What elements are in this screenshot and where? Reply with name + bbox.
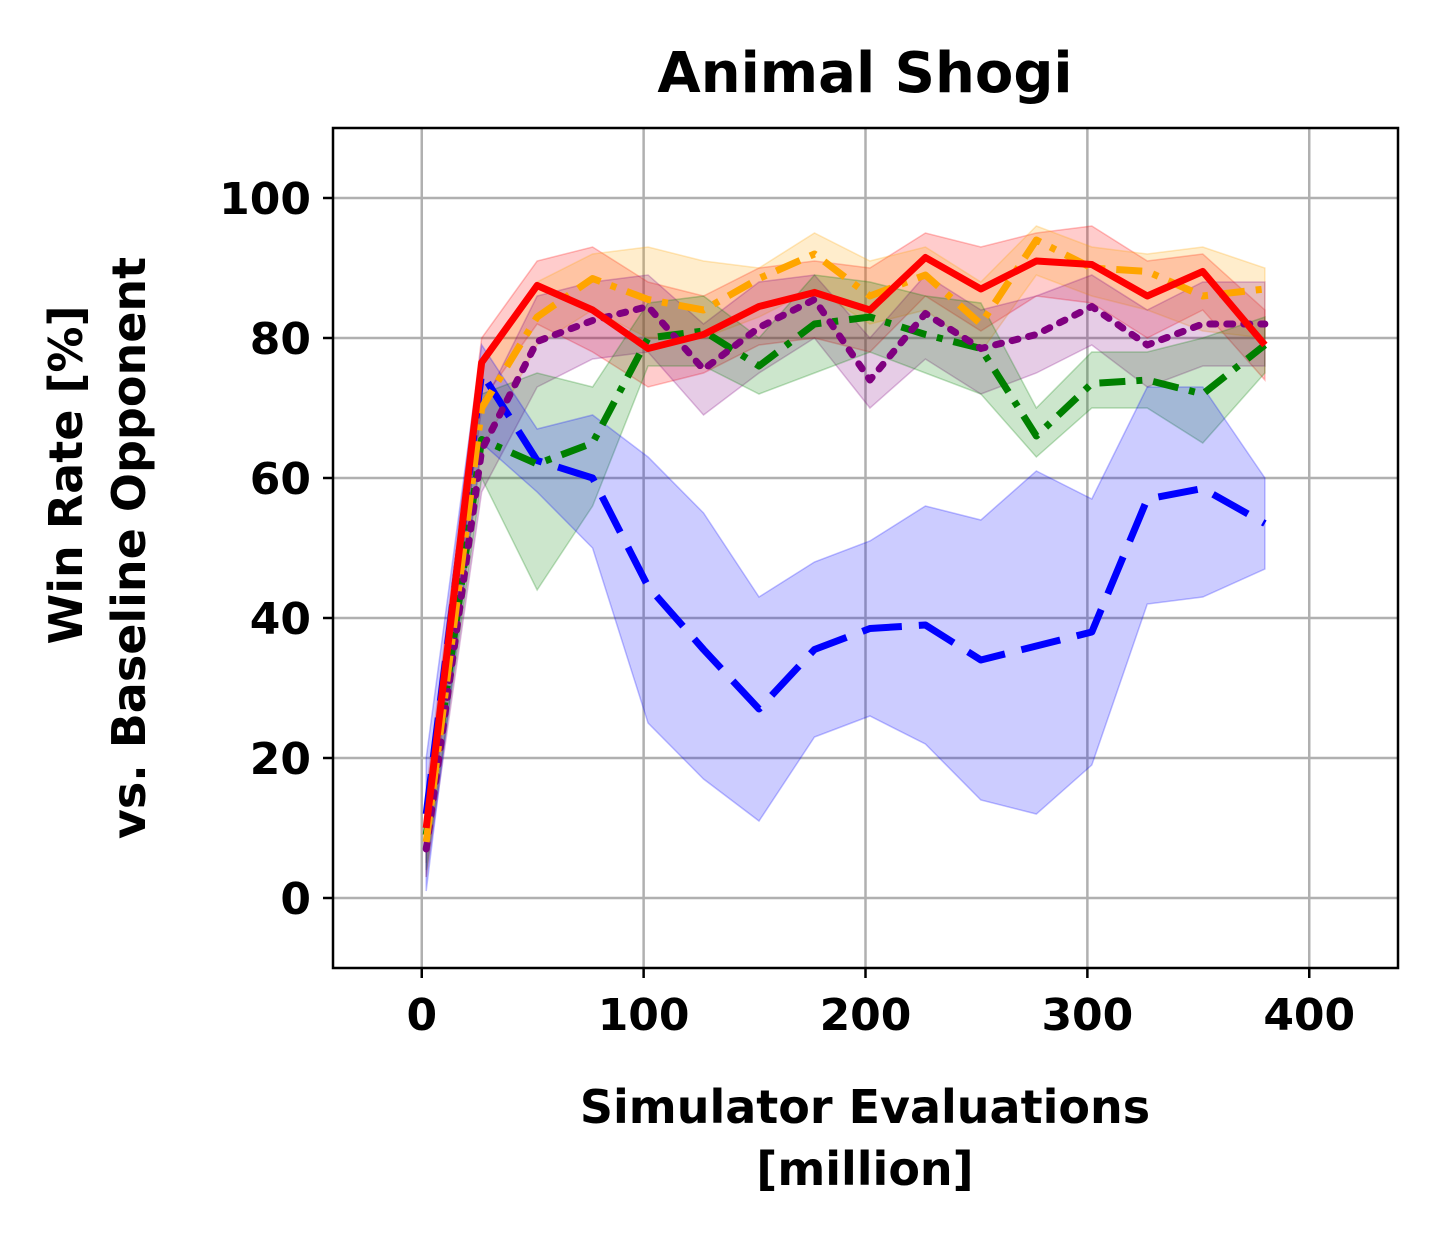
x-axis-label-line2: [million] [756,1142,973,1196]
grid [333,128,1398,968]
y-axis-label-line1: Win Rate [%] [39,305,93,644]
line-green [422,313,1268,836]
y-tick-label: 80 [250,314,311,365]
y-tick-label: 100 [219,174,311,225]
x-tick-label: 200 [820,990,912,1041]
line-blue [422,369,1267,815]
band-blue [425,342,1266,892]
series-lines [422,236,1269,853]
y-tick-label: 0 [280,874,311,925]
chart-title: Animal Shogi [657,41,1072,106]
x-axis-label-line1: Simulator Evaluations [580,1080,1150,1134]
y-tick-label: 40 [250,594,311,645]
x-tick-label: 300 [1041,990,1133,1041]
band-green [425,274,1266,871]
x-tick-label: 100 [598,990,690,1041]
y-tick-label: 60 [250,454,311,505]
y-axis-label-line2: vs. Baseline Opponent [102,257,156,839]
line-purple [422,296,1269,853]
x-tick-label: 0 [406,990,437,1041]
x-tick-label: 400 [1263,990,1355,1041]
line-red [422,254,1268,829]
y-tick-label: 20 [250,734,311,785]
axis-ticks: 0 100 200 300 400 0 20 40 60 80 100 [219,174,1355,1041]
